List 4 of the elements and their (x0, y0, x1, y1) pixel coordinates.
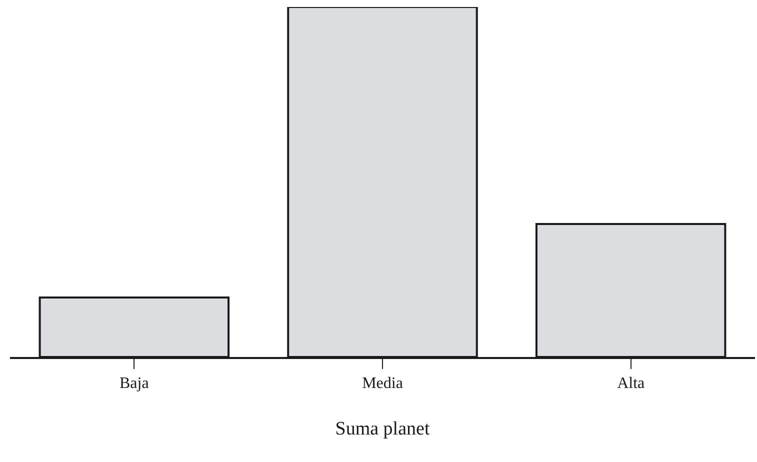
x-axis-title: Suma planet (335, 418, 430, 440)
x-tick-label: Baja (120, 375, 149, 392)
x-tick-label: Alta (617, 375, 645, 392)
x-tick-label: Media (362, 375, 403, 392)
